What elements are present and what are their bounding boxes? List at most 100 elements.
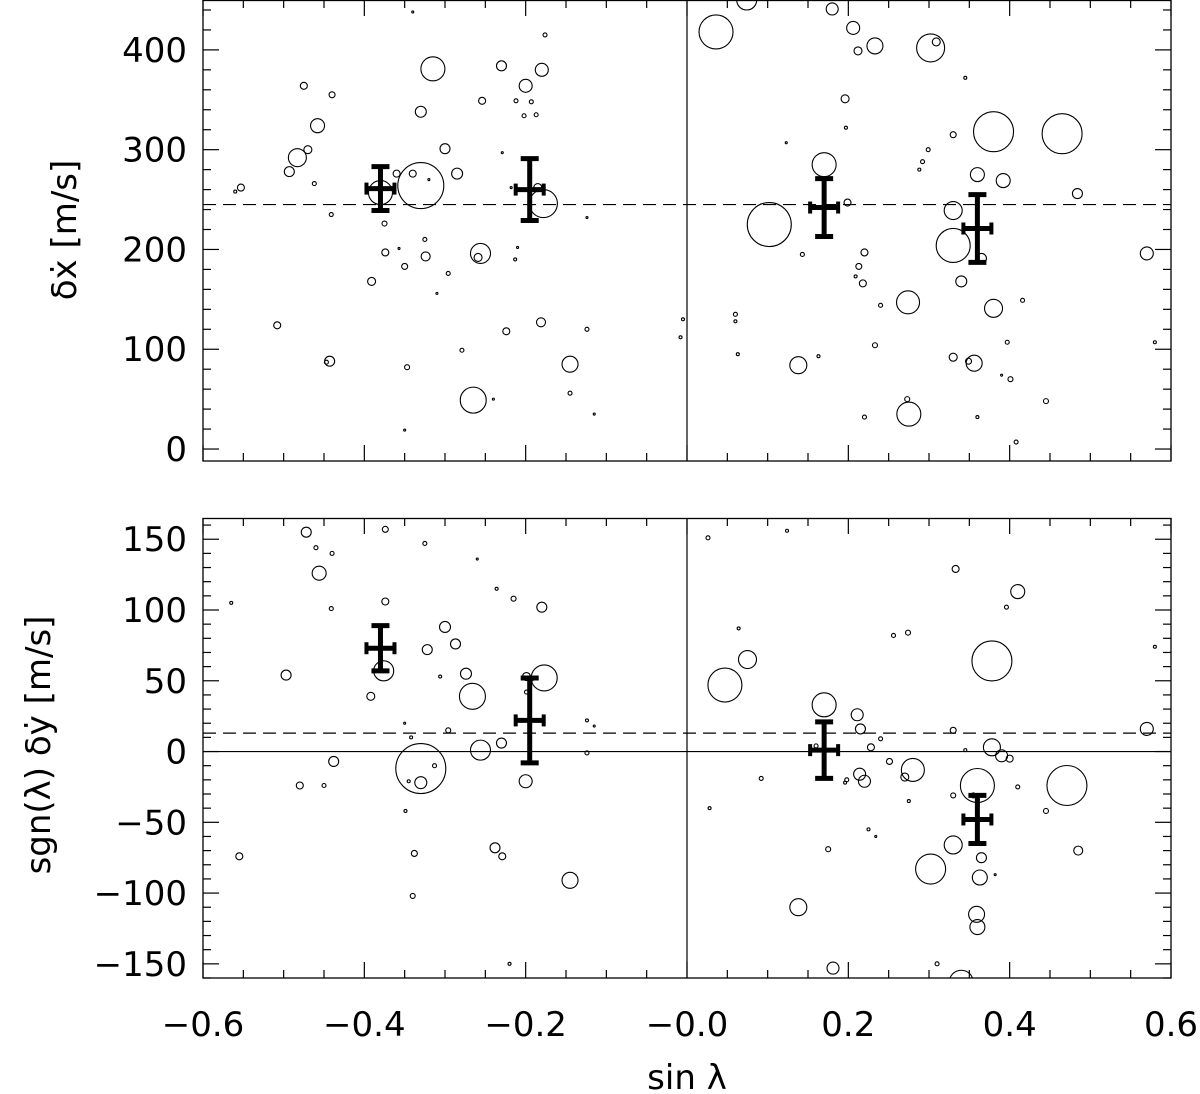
top-scatter-point xyxy=(972,111,1015,153)
top-scatter-point xyxy=(843,125,848,130)
top-scatter-point xyxy=(528,99,534,105)
bottom-scatter-point xyxy=(949,969,974,978)
bottom-scatter-point xyxy=(507,961,512,966)
top-scatter-point xyxy=(584,326,590,332)
top-scatter-point xyxy=(895,290,921,315)
top-scatter-point xyxy=(445,270,451,276)
bottom-scatter-point xyxy=(900,772,910,782)
top-scatter-point xyxy=(495,60,508,72)
top-scatter-point xyxy=(516,245,520,250)
bottom-scatter-point xyxy=(949,726,957,734)
top-scatter-point xyxy=(678,335,683,340)
bottom-scatter-point xyxy=(510,595,517,602)
top-scatter-point xyxy=(328,91,336,99)
top-scatter-point xyxy=(367,276,377,286)
top-scatter-point xyxy=(858,279,867,288)
bottom-scatter-point xyxy=(381,525,389,533)
bottom-binned-mean xyxy=(364,623,397,674)
top-scatter-point xyxy=(381,220,388,227)
x-axis-title: sin λ xyxy=(647,1058,727,1094)
top-scatter-point xyxy=(567,390,573,396)
top-scatter-point xyxy=(1071,188,1083,200)
top-scatter-point xyxy=(513,257,518,262)
bottom-scatter-point xyxy=(968,905,986,923)
top-y-axis-title: δẋ [m/s] xyxy=(45,160,85,301)
bottom-scatter-point xyxy=(1010,584,1026,600)
bottom-scatter-point xyxy=(495,737,508,749)
bottom-scatter-point xyxy=(789,898,808,917)
top-scatter-point xyxy=(896,401,922,427)
top-scatter-point xyxy=(860,248,869,257)
top-scatter-point xyxy=(502,327,511,336)
top-scatter-point xyxy=(995,173,1011,189)
top-scatter-point xyxy=(435,291,439,295)
top-scatter-point xyxy=(328,211,334,218)
top-scatter-point xyxy=(1013,439,1019,445)
top-scatter-point xyxy=(427,178,431,182)
top-scatter-point xyxy=(397,246,401,251)
top-scatter-point xyxy=(680,317,686,322)
top-scatter-point xyxy=(283,166,295,178)
top-binned-mean xyxy=(364,164,397,214)
bottom-scatter-point xyxy=(874,834,878,839)
top-scatter-point xyxy=(439,143,451,155)
bottom-scatter-point xyxy=(866,743,875,752)
bottom-scatter-point xyxy=(445,727,452,734)
top-scatter-point xyxy=(732,311,738,317)
top-scatter-point xyxy=(1000,373,1004,377)
top-scatter-point xyxy=(963,75,968,80)
bottom-scatter-point xyxy=(438,620,452,634)
bottom-scatter-point xyxy=(825,846,832,853)
bottom-scatter-point xyxy=(328,755,340,767)
bottom-binned-mean xyxy=(961,792,994,847)
top-scatter-point xyxy=(585,215,589,220)
top-scatter-point xyxy=(459,347,465,353)
bottom-scatter-point xyxy=(885,757,894,765)
top-scatter-point xyxy=(287,148,307,168)
top-scatter-point xyxy=(969,167,985,183)
top-scatter-point xyxy=(816,354,821,359)
bottom-scatter-point xyxy=(705,535,711,541)
bottom-x-tick-label: −0.2 xyxy=(484,1005,567,1045)
top-scatter-point xyxy=(983,298,1004,318)
bottom-scatter-point xyxy=(584,718,590,723)
bottom-scatter-point xyxy=(395,742,447,795)
bottom-scatter-point xyxy=(826,961,840,975)
bottom-scatter-point xyxy=(811,692,837,718)
bottom-scatter-point xyxy=(707,806,712,811)
top-scatter-point xyxy=(916,33,946,63)
top-scatter-point xyxy=(925,147,931,153)
bottom-scatter-point xyxy=(844,777,850,783)
top-scatter-point xyxy=(861,414,868,420)
bottom-scatter-point xyxy=(409,892,416,899)
top-scatter-point xyxy=(949,131,957,139)
top-scatter-point xyxy=(736,0,758,11)
bottom-scatter-point xyxy=(422,540,428,547)
bottom-scatter-point xyxy=(475,557,479,561)
bottom-scatter-point xyxy=(381,597,390,606)
top-scatter-point xyxy=(534,62,549,77)
bottom-scatter-point xyxy=(561,871,579,889)
top-scatter-point xyxy=(943,200,963,221)
top-scatter-point xyxy=(840,94,850,104)
top-scatter-point xyxy=(846,20,861,35)
top-scatter-point xyxy=(422,236,428,243)
top-y-tick-label: 0 xyxy=(165,430,187,470)
bottom-scatter-point xyxy=(235,852,244,861)
top-scatter-point xyxy=(513,98,519,104)
bottom-scatter-point xyxy=(498,852,507,861)
bottom-x-tick-label: −0.4 xyxy=(323,1005,406,1045)
bottom-scatter-point xyxy=(857,774,872,788)
top-scatter-point xyxy=(404,364,411,371)
bottom-scatter-point xyxy=(707,667,743,703)
top-binned-mean xyxy=(961,192,994,265)
bottom-scatter-point xyxy=(1073,845,1084,856)
top-scatter-point xyxy=(878,302,884,308)
top-scatter-point xyxy=(535,317,547,328)
top-scatter-point xyxy=(917,167,922,172)
bottom-scatter-point xyxy=(1042,807,1050,815)
bottom-y-tick-label: 50 xyxy=(144,662,187,702)
bottom-scatter-point xyxy=(950,792,957,799)
top-scatter-point xyxy=(871,342,879,349)
